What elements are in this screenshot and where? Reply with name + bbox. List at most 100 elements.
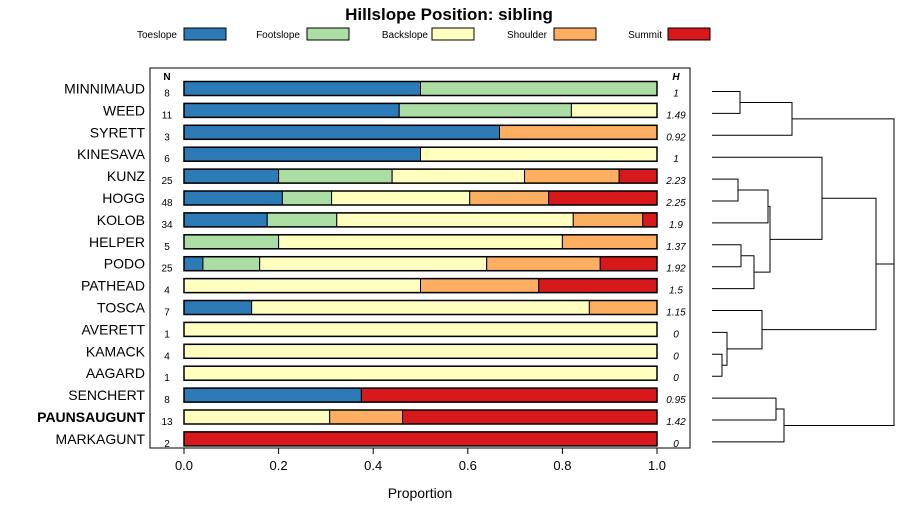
n-value: 2: [164, 439, 170, 450]
dendrogram-link: [712, 189, 769, 224]
bar-segment-toeslope: [183, 146, 421, 162]
bar-segment-backslope: [278, 234, 563, 250]
category-label: HOGG: [102, 190, 145, 206]
legend-label-toeslope: Toeslope: [137, 30, 177, 41]
x-tick-label: 0.4: [364, 458, 382, 473]
category-label: KOLOB: [97, 212, 145, 228]
bar-segment-backslope: [391, 168, 526, 184]
bar-segment-footslope: [183, 234, 280, 250]
h-value: 0: [673, 351, 679, 362]
dendrogram-link: [712, 397, 777, 421]
bar-outline: [183, 168, 658, 184]
bar-segment-shoulder: [524, 168, 620, 184]
category-label: HELPER: [89, 234, 145, 250]
legend-swatch-footslope: [306, 27, 350, 41]
n-value: 48: [161, 198, 173, 209]
plot-frame: [149, 67, 691, 449]
bar-segment-backslope: [183, 343, 658, 359]
row-senchert: SENCHERT 8 0.95: [68, 387, 686, 406]
bar-outline: [183, 124, 658, 141]
bar-segment-footslope: [278, 168, 393, 184]
h-column-header: H: [672, 72, 680, 83]
bar-segment-backslope: [183, 409, 331, 425]
h-value: 1.42: [666, 417, 686, 428]
bar-segment-backslope: [259, 256, 488, 272]
legend-label-footslope: Footslope: [256, 30, 300, 41]
bar-outline: [183, 190, 658, 206]
row-aagard: AAGARD 1 0: [86, 365, 679, 384]
chart-title: Hillslope Position: sibling: [345, 5, 553, 24]
bar-segment-footslope: [420, 81, 658, 96]
bar-outline: [183, 234, 658, 250]
dendrogram: [712, 91, 895, 443]
h-value: 1: [673, 89, 679, 100]
dendrogram-link: [712, 255, 755, 290]
bar-segment-toeslope: [183, 124, 500, 140]
h-value: 0.92: [666, 132, 686, 143]
bar-segment-footslope: [266, 212, 338, 228]
bar-segment-summit: [183, 431, 658, 447]
category-label: AAGARD: [86, 365, 145, 381]
row-kunz: KUNZ 25 2.23: [107, 168, 686, 187]
row-pathead: PATHEAD 4 1.5: [81, 278, 683, 297]
dendrogram-link: [712, 101, 793, 136]
dendrogram-link: [712, 244, 742, 268]
bar-segment-backslope: [570, 102, 658, 118]
legend: Toeslope Footslope Backslope Shoulder Summit: [137, 27, 711, 41]
h-value: 0: [673, 373, 679, 384]
bar-segment-backslope: [183, 365, 658, 381]
bar-segment-shoulder: [420, 278, 540, 294]
bar-outline: [183, 321, 658, 338]
bar-segment-summit: [548, 190, 658, 206]
x-tick-label: 0.0: [175, 458, 193, 473]
legend-swatch-toeslope: [183, 27, 227, 41]
n-value: 4: [164, 351, 170, 362]
dendrogram-link: [762, 197, 877, 331]
bar-segment-toeslope: [183, 212, 268, 228]
dendrogram-link: [712, 91, 741, 114]
bar-outline: [183, 102, 658, 119]
n-value: 1: [164, 329, 170, 340]
bar-segment-shoulder: [588, 300, 658, 315]
n-value: 25: [161, 176, 173, 187]
bar-segment-shoulder: [498, 124, 658, 140]
bar-outline: [183, 431, 658, 447]
n-value: 1: [164, 373, 170, 384]
n-value: 11: [162, 110, 173, 121]
bar-segment-backslope: [331, 190, 471, 206]
bar-segment-shoulder: [486, 256, 601, 272]
bar-outline: [183, 255, 658, 272]
category-label: MARKAGUNT: [56, 431, 146, 447]
h-value: 2.23: [665, 176, 686, 187]
bar-segment-backslope: [183, 278, 421, 294]
row-podo: PODO 25 1.92: [104, 256, 686, 275]
n-value: 7: [164, 308, 170, 319]
bar-segment-shoulder: [572, 212, 644, 228]
dendrogram-link: [712, 310, 763, 350]
row-syrett: SYRETT 3 0.92: [90, 124, 686, 143]
bar-segment-toeslope: [183, 168, 280, 184]
bar-segment-summit: [402, 409, 658, 425]
dendrogram-link: [712, 408, 785, 443]
row-helper: HELPER 5 1.37: [89, 234, 686, 253]
bar-segment-footslope: [202, 256, 261, 272]
h-value: 1.92: [666, 264, 686, 275]
h-value: 1: [673, 154, 679, 165]
n-value: 4: [164, 286, 170, 297]
bar-outline: [183, 212, 658, 228]
bar-outline: [183, 277, 658, 294]
h-value: 2.25: [665, 198, 686, 209]
bar-outline: [183, 299, 658, 316]
bar-outline: [183, 80, 658, 97]
row-weed: WEED 11 1.49: [103, 102, 686, 121]
dendrogram-link: [792, 118, 895, 265]
dendrogram-link: [712, 353, 723, 377]
n-value: 8: [164, 395, 170, 406]
dendrogram-link: [712, 178, 739, 202]
legend-label-backslope: Backslope: [382, 30, 429, 41]
n-column-header: N: [163, 72, 170, 83]
n-value: 3: [164, 132, 170, 143]
x-tick-label: 0.6: [459, 458, 477, 473]
